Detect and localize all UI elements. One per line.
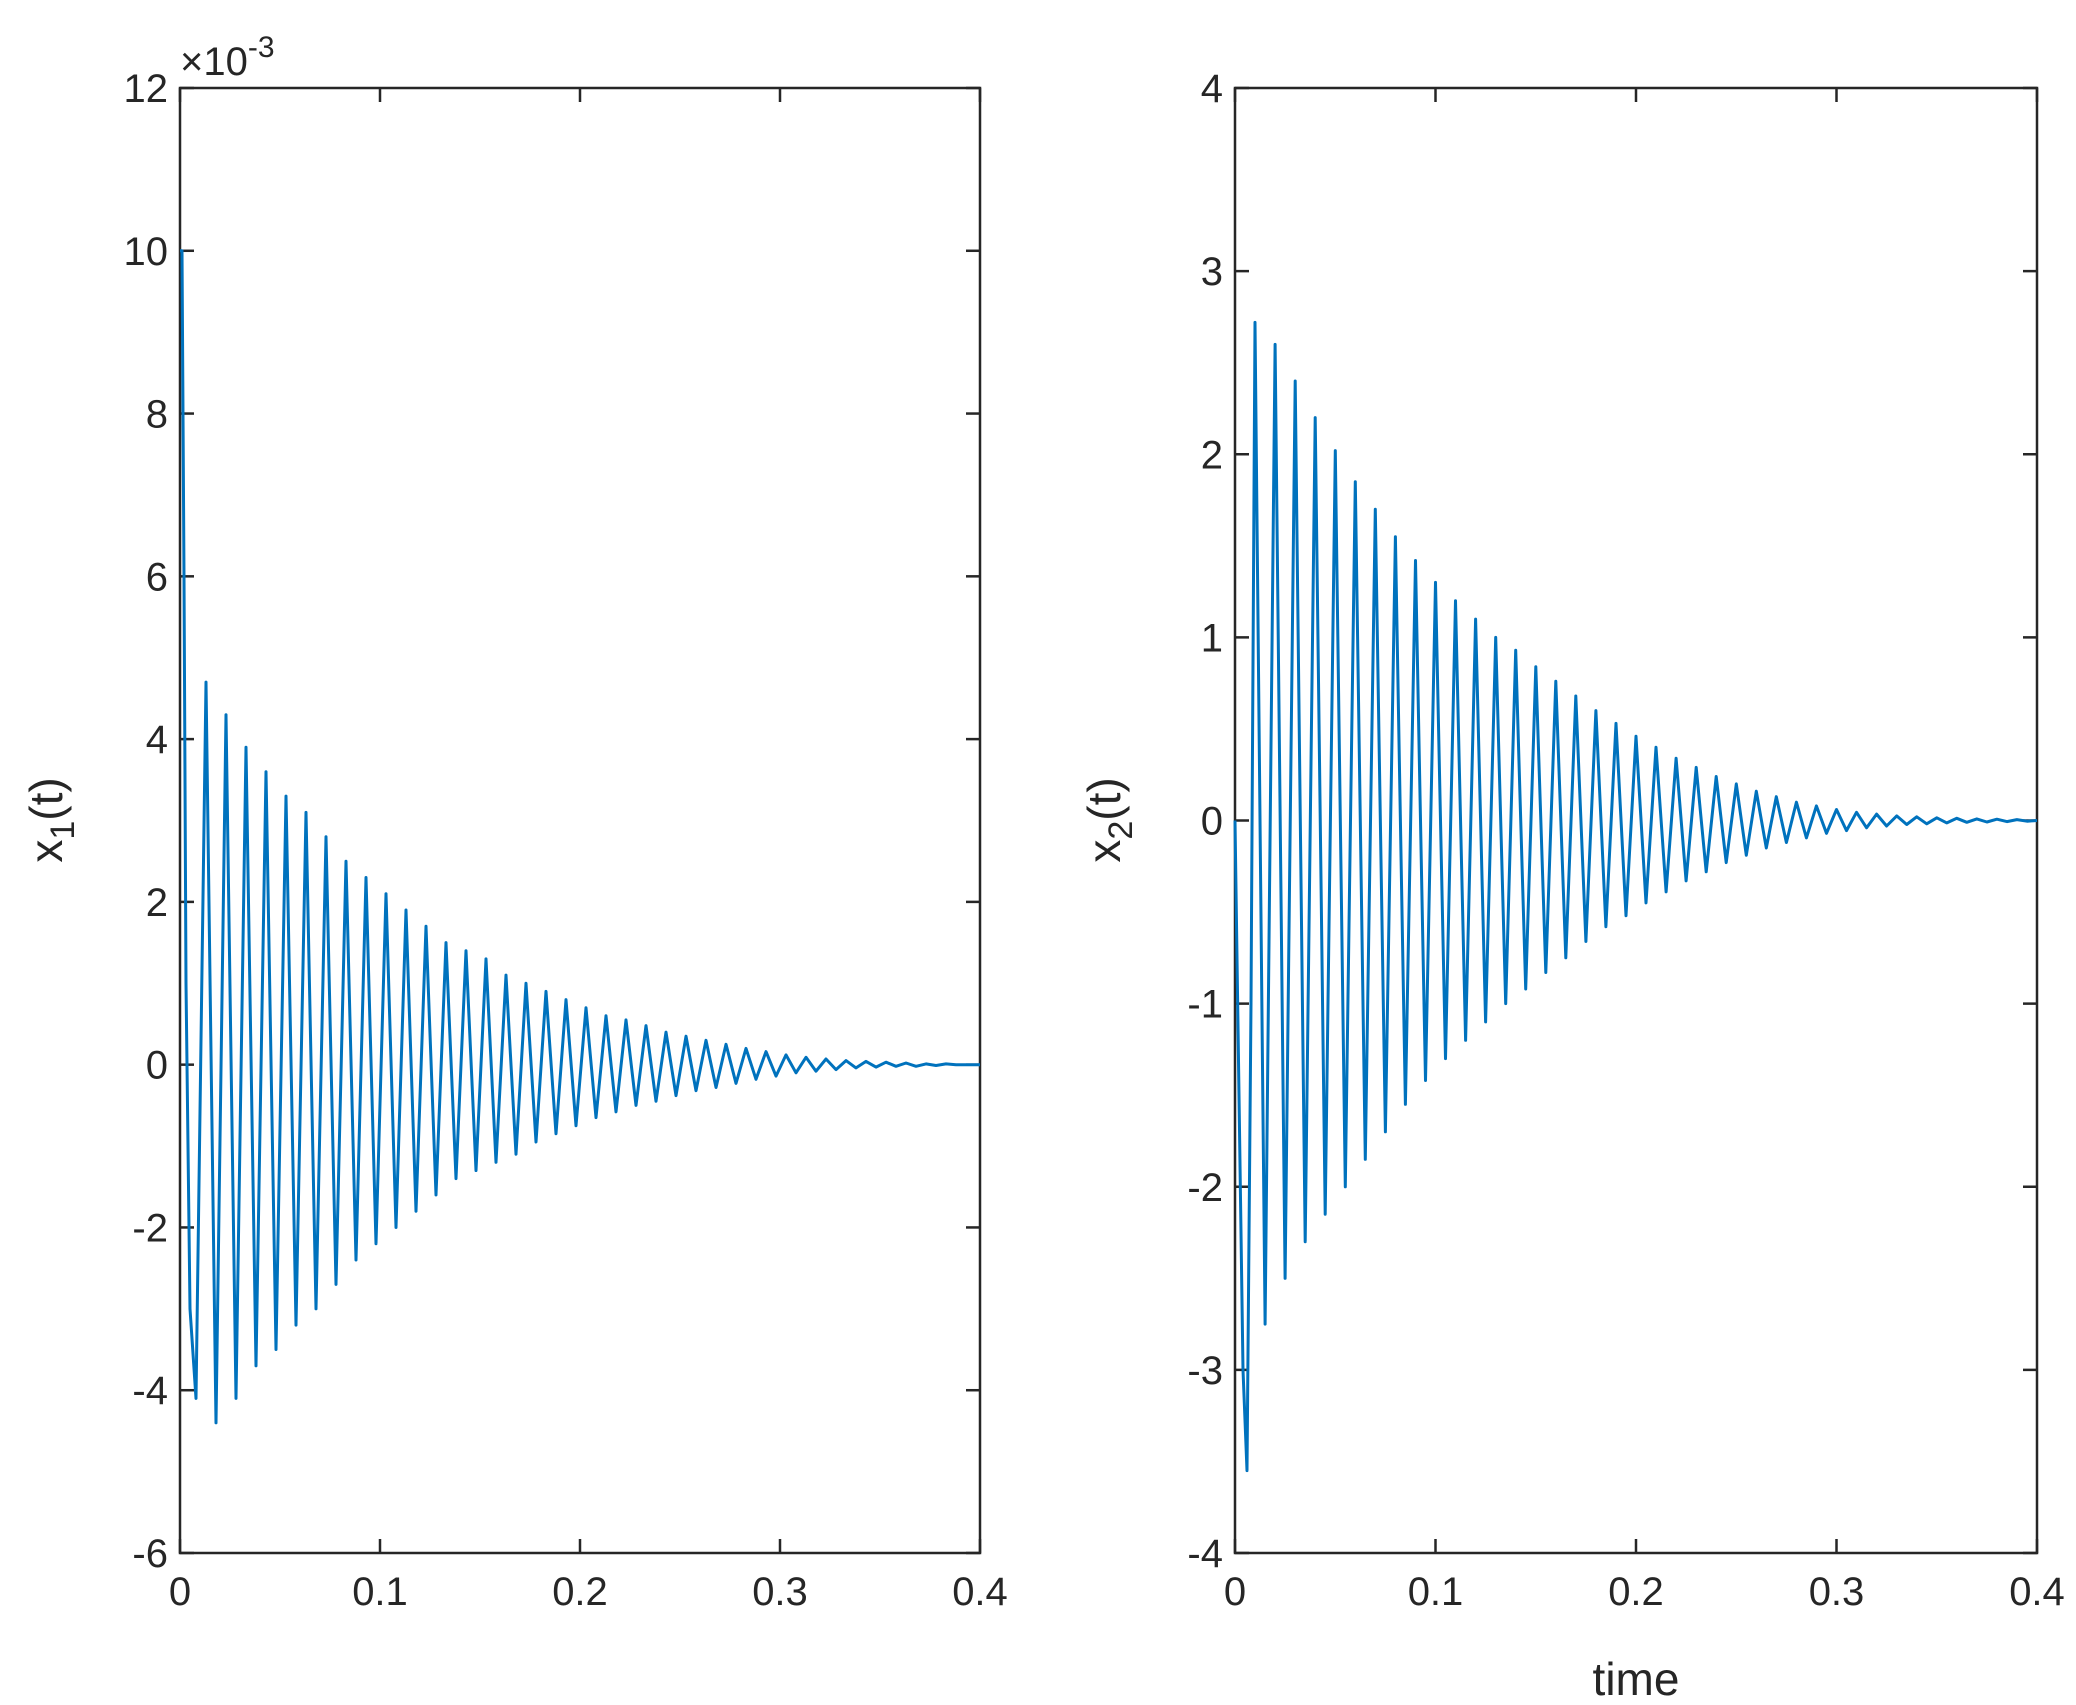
y-tick-label: -4 bbox=[1187, 1532, 1223, 1576]
ylabel-x1: x1(t) bbox=[20, 777, 82, 862]
tick-labels-x1: 0 0.1 0.2 0.3 0.4 -6 -4 -2 0 2 4 6 8 10 12 bbox=[124, 67, 1008, 1614]
exponent-label-x1: ×10-3 bbox=[180, 31, 275, 84]
y-tick-label: 2 bbox=[1201, 433, 1223, 477]
y-tick-label: 6 bbox=[146, 555, 168, 599]
series-group-x1 bbox=[180, 249, 980, 1425]
y-tick-label: 1 bbox=[1201, 616, 1223, 660]
x-tick-label: 0.4 bbox=[2009, 1570, 2065, 1614]
plot-area-x1 bbox=[178, 86, 982, 1555]
series-group-x2 bbox=[1233, 320, 2038, 1473]
y-tick-label: 4 bbox=[146, 718, 168, 762]
y-tick-label: 0 bbox=[1201, 800, 1223, 844]
subplot-x1: 0 0.1 0.2 0.3 0.4 -6 -4 -2 0 2 4 6 8 10 12 ×10-3 x1(t) bbox=[20, 31, 1008, 1614]
y-tick-label: 2 bbox=[146, 881, 168, 925]
xlabel-x2: time bbox=[1593, 1653, 1680, 1705]
y-tick-label: 12 bbox=[124, 67, 169, 111]
x-tick-label: 0.2 bbox=[552, 1570, 608, 1614]
x-tick-label: 0.4 bbox=[952, 1570, 1008, 1614]
y-tick-label: -2 bbox=[132, 1206, 168, 1250]
tick-labels-x2: 0 0.1 0.2 0.3 0.4 -4 -3 -2 -1 0 1 2 3 4 bbox=[1187, 67, 2064, 1614]
ylabel-x2: x2(t) bbox=[1078, 777, 1140, 862]
y-tick-label: -2 bbox=[1187, 1166, 1223, 1210]
y-tick-label: -6 bbox=[132, 1532, 168, 1576]
y-tick-label: -1 bbox=[1187, 983, 1223, 1027]
y-tick-label: 10 bbox=[124, 230, 169, 274]
x-tick-label: 0 bbox=[1224, 1570, 1246, 1614]
x-tick-label: 0.2 bbox=[1608, 1570, 1664, 1614]
plot-area-x2 bbox=[1233, 86, 2039, 1555]
x-tick-label: 0.1 bbox=[1408, 1570, 1464, 1614]
y-tick-label: 8 bbox=[146, 393, 168, 437]
y-tick-label: -3 bbox=[1187, 1349, 1223, 1393]
subplot-x2: 0 0.1 0.2 0.3 0.4 -4 -3 -2 -1 0 1 2 3 4 x2(t) time bbox=[1078, 67, 2065, 1705]
y-tick-label: 0 bbox=[146, 1044, 168, 1088]
y-tick-label: -4 bbox=[132, 1369, 168, 1413]
x-tick-label: 0.3 bbox=[1809, 1570, 1865, 1614]
y-tick-label: 3 bbox=[1201, 250, 1223, 294]
y-tick-label: 4 bbox=[1201, 67, 1223, 111]
x-tick-label: 0.1 bbox=[352, 1570, 408, 1614]
x-tick-label: 0 bbox=[169, 1570, 191, 1614]
series-line bbox=[1233, 320, 2038, 1473]
series-line bbox=[180, 249, 980, 1425]
x-tick-label: 0.3 bbox=[752, 1570, 808, 1614]
